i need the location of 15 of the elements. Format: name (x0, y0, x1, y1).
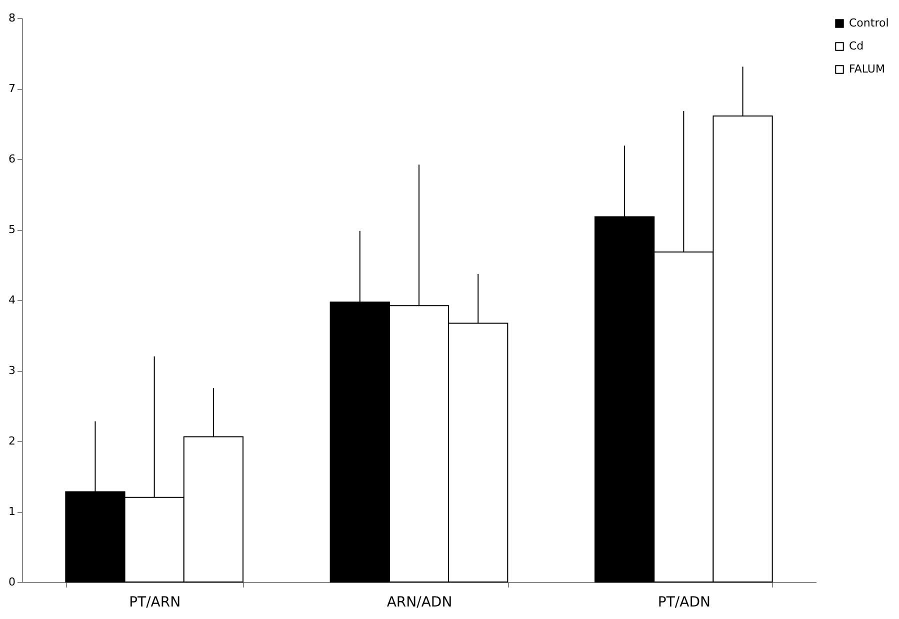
y-tick-label: 8 (8, 12, 16, 24)
y-tick-label: 6 (8, 152, 16, 166)
legend-label: FALUM (849, 62, 885, 76)
y-tick-label: 0 (8, 576, 16, 588)
x-tick-label: PT/ADN (658, 594, 710, 610)
y-tick-label: 3 (8, 364, 16, 377)
legend-label: Cd (849, 40, 864, 52)
y-tick-label: 7 (8, 82, 16, 95)
x-tick-label: PT/ARN (129, 594, 181, 610)
x-tick-label: ARN/ADN (386, 594, 452, 610)
y-tick-label: 1 (8, 505, 16, 518)
y-tick-label: 4 (8, 294, 16, 306)
legend-label: Control (849, 16, 889, 30)
y-tick-label: 2 (8, 434, 16, 448)
y-tick-label: 5 (8, 223, 16, 236)
